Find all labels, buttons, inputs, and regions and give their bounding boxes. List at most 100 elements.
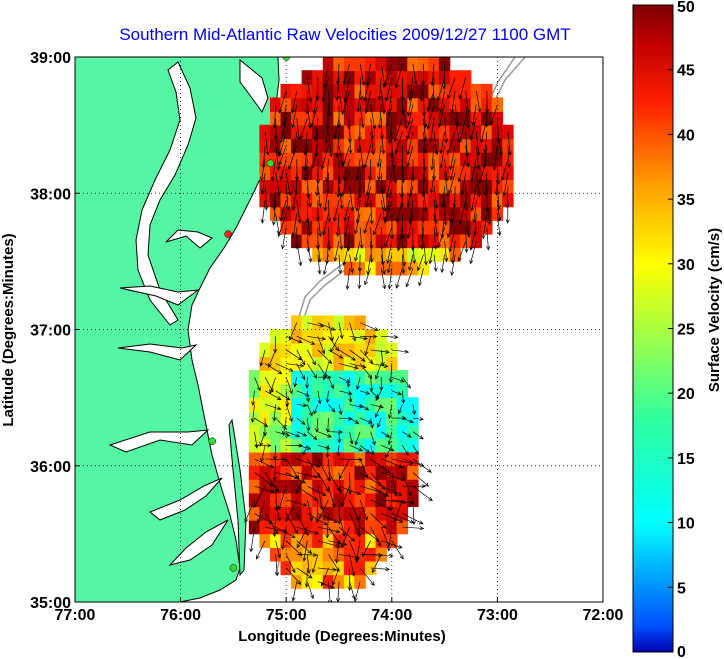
velocity-arrow xyxy=(426,104,435,130)
velocity-arrow xyxy=(296,417,306,425)
velocity-arrow xyxy=(354,431,361,446)
velocity-arrow xyxy=(407,104,414,126)
velocity-arrow xyxy=(437,104,445,128)
velocity-arrow xyxy=(314,118,319,142)
velocity-arrow xyxy=(343,77,350,103)
velocity-cell xyxy=(291,329,303,344)
velocity-arrow xyxy=(296,200,302,224)
velocity-arrow xyxy=(482,145,488,169)
velocity-arrow xyxy=(452,186,457,209)
velocity-arrow xyxy=(410,227,415,252)
velocity-arrow xyxy=(370,526,382,547)
velocity-cell xyxy=(248,465,261,480)
x-tick-label: 76:00 xyxy=(160,607,201,624)
velocity-arrow xyxy=(345,268,350,291)
velocity-arrow xyxy=(412,472,430,487)
velocity-arrow xyxy=(395,199,403,223)
velocity-arrow xyxy=(254,472,274,486)
velocity-arrow xyxy=(412,240,417,265)
velocity-arrow xyxy=(402,513,424,525)
velocity-arrow xyxy=(448,172,456,195)
velocity-arrow xyxy=(406,118,414,141)
velocity-arrow xyxy=(389,131,394,158)
velocity-arrow xyxy=(313,404,319,415)
velocity-arrow xyxy=(385,77,393,102)
velocity-arrow xyxy=(306,172,311,199)
velocity-cell xyxy=(291,410,303,426)
velocity-arrow xyxy=(369,200,374,225)
velocity-arrow xyxy=(296,403,308,408)
velocity-arrow xyxy=(303,145,308,172)
velocity-cell xyxy=(428,247,440,262)
velocity-cell xyxy=(269,356,282,371)
velocity-arrow xyxy=(379,377,384,392)
velocity-arrow xyxy=(328,429,344,435)
x-tick-label: 73:00 xyxy=(477,607,518,624)
velocity-arrow xyxy=(386,527,393,552)
velocity-cell xyxy=(280,424,292,439)
velocity-cell xyxy=(407,424,419,439)
velocity-arrow xyxy=(370,458,391,474)
velocity-cell xyxy=(269,111,282,126)
velocity-cell xyxy=(269,547,282,562)
velocity-arrow xyxy=(475,91,482,113)
velocity-arrow xyxy=(327,200,332,223)
velocity-arrow xyxy=(438,90,445,114)
velocity-arrow xyxy=(341,90,350,115)
velocity-arrow xyxy=(333,240,340,262)
velocity-arrow xyxy=(412,431,424,440)
velocity-arrow xyxy=(396,227,403,252)
colorbar-label: Surface Velocity (cm/s) xyxy=(706,228,723,392)
velocity-arrow xyxy=(342,63,350,86)
velocity-arrow xyxy=(376,145,382,168)
velocity-cell xyxy=(291,451,303,467)
velocity-arrow xyxy=(387,268,393,290)
velocity-arrow xyxy=(481,213,488,240)
velocity-arrow xyxy=(281,418,287,436)
velocity-arrow xyxy=(305,200,310,224)
velocity-arrow xyxy=(465,91,470,114)
velocity-arrow xyxy=(328,336,340,352)
velocity-arrow xyxy=(400,145,405,171)
velocity-arrow xyxy=(359,63,366,86)
inland-water xyxy=(119,285,200,306)
velocity-cell xyxy=(428,192,440,208)
radar-site-marker xyxy=(208,437,217,445)
velocity-arrow xyxy=(264,363,283,375)
velocity-cell xyxy=(291,478,303,494)
velocity-arrow xyxy=(405,268,414,288)
velocity-arrow xyxy=(420,227,425,250)
y-tick-label: 37:00 xyxy=(30,323,71,340)
velocity-arrow xyxy=(260,445,266,463)
velocity-arrow xyxy=(355,377,361,391)
velocity-arrow xyxy=(359,227,364,249)
velocity-arrow xyxy=(469,240,477,265)
velocity-arrow xyxy=(296,552,318,558)
velocity-arrow xyxy=(278,90,287,114)
velocity-arrow xyxy=(327,227,332,251)
velocity-arrow xyxy=(325,104,330,131)
velocity-region xyxy=(259,57,514,291)
velocity-arrow xyxy=(340,486,350,507)
velocity-arrow xyxy=(316,159,321,185)
velocity-arrow xyxy=(485,186,490,213)
velocity-arrow xyxy=(254,377,261,392)
velocity-cell xyxy=(280,383,292,399)
velocity-arrow xyxy=(380,172,385,195)
velocity-arrow xyxy=(307,322,325,328)
velocity-arrow xyxy=(338,457,364,462)
velocity-arrow xyxy=(391,376,405,383)
colorbar-gradient xyxy=(632,4,674,653)
velocity-arrow xyxy=(399,172,404,199)
inland-water xyxy=(168,519,229,566)
velocity-arrow xyxy=(315,227,320,250)
velocity-arrow xyxy=(370,404,384,409)
velocity-arrow xyxy=(349,322,357,342)
velocity-arrow xyxy=(418,268,424,287)
velocity-cell xyxy=(417,83,430,99)
velocity-arrow xyxy=(349,335,368,341)
velocity-arrow xyxy=(317,322,336,331)
velocity-arrow xyxy=(379,118,385,140)
velocity-arrow xyxy=(357,513,362,539)
velocity-arrow xyxy=(296,513,309,537)
